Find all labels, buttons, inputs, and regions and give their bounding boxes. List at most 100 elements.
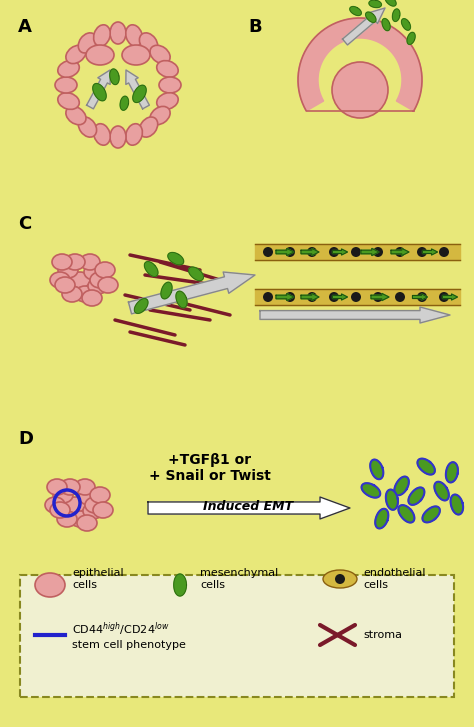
Circle shape xyxy=(417,292,427,302)
Ellipse shape xyxy=(139,117,158,137)
Circle shape xyxy=(395,247,405,257)
Polygon shape xyxy=(110,69,119,84)
Text: epithelial
cells: epithelial cells xyxy=(72,569,124,590)
Polygon shape xyxy=(276,294,294,300)
Polygon shape xyxy=(391,249,409,256)
Polygon shape xyxy=(382,19,390,31)
Polygon shape xyxy=(385,0,396,6)
Text: Induced EMT: Induced EMT xyxy=(203,500,293,513)
Text: CD44$^{high}$/CD24$^{low}$
stem cell phenotype: CD44$^{high}$/CD24$^{low}$ stem cell phe… xyxy=(72,620,186,650)
Ellipse shape xyxy=(83,503,103,519)
Polygon shape xyxy=(386,489,398,510)
Polygon shape xyxy=(375,509,388,529)
Circle shape xyxy=(263,247,273,257)
Polygon shape xyxy=(343,8,385,45)
Ellipse shape xyxy=(157,93,178,109)
Circle shape xyxy=(285,247,295,257)
Ellipse shape xyxy=(62,286,82,302)
Ellipse shape xyxy=(50,502,70,518)
Circle shape xyxy=(373,292,383,302)
Ellipse shape xyxy=(95,262,115,278)
Circle shape xyxy=(373,247,383,257)
Polygon shape xyxy=(399,505,414,523)
Polygon shape xyxy=(161,282,172,299)
Ellipse shape xyxy=(70,511,90,527)
Ellipse shape xyxy=(80,254,100,270)
Ellipse shape xyxy=(126,25,142,47)
Ellipse shape xyxy=(35,573,65,597)
Circle shape xyxy=(351,247,361,257)
Polygon shape xyxy=(409,487,424,505)
Ellipse shape xyxy=(58,60,79,77)
Ellipse shape xyxy=(60,479,80,495)
Ellipse shape xyxy=(139,33,158,53)
Ellipse shape xyxy=(75,479,95,495)
FancyBboxPatch shape xyxy=(20,575,454,697)
Ellipse shape xyxy=(57,511,77,527)
Polygon shape xyxy=(451,494,463,515)
Circle shape xyxy=(439,247,449,257)
Text: mesenchymal
cells: mesenchymal cells xyxy=(200,569,278,590)
Circle shape xyxy=(307,247,317,257)
Polygon shape xyxy=(298,18,422,111)
Polygon shape xyxy=(394,477,409,495)
Polygon shape xyxy=(422,507,440,523)
Text: endothelial
cells: endothelial cells xyxy=(363,569,426,590)
Polygon shape xyxy=(362,483,380,498)
Polygon shape xyxy=(120,96,128,111)
Ellipse shape xyxy=(65,497,85,513)
Polygon shape xyxy=(135,299,148,313)
Text: stroma: stroma xyxy=(363,630,402,640)
Text: A: A xyxy=(18,18,32,36)
Ellipse shape xyxy=(93,25,110,47)
Circle shape xyxy=(285,292,295,302)
Polygon shape xyxy=(176,292,187,308)
Circle shape xyxy=(329,247,339,257)
Ellipse shape xyxy=(77,515,97,531)
Polygon shape xyxy=(260,307,450,323)
Ellipse shape xyxy=(93,124,110,145)
Ellipse shape xyxy=(88,278,108,294)
Ellipse shape xyxy=(65,254,85,270)
Polygon shape xyxy=(276,249,294,256)
Polygon shape xyxy=(412,294,428,300)
Polygon shape xyxy=(422,249,438,255)
Ellipse shape xyxy=(110,22,126,44)
Ellipse shape xyxy=(79,489,99,505)
Ellipse shape xyxy=(55,77,77,93)
Polygon shape xyxy=(174,574,186,596)
Polygon shape xyxy=(401,19,410,31)
Ellipse shape xyxy=(50,272,70,288)
Ellipse shape xyxy=(47,479,67,495)
Circle shape xyxy=(263,292,273,302)
Ellipse shape xyxy=(45,497,65,513)
Polygon shape xyxy=(332,294,347,300)
Ellipse shape xyxy=(98,277,118,293)
Text: +TGFβ1 or
+ Snail or Twist: +TGFβ1 or + Snail or Twist xyxy=(149,453,271,483)
Ellipse shape xyxy=(58,262,78,278)
Polygon shape xyxy=(301,249,319,256)
Polygon shape xyxy=(128,272,255,314)
Polygon shape xyxy=(371,294,389,300)
Polygon shape xyxy=(361,249,379,256)
Ellipse shape xyxy=(150,106,170,125)
Ellipse shape xyxy=(126,124,142,145)
Ellipse shape xyxy=(55,277,75,293)
Ellipse shape xyxy=(93,502,113,518)
Text: C: C xyxy=(18,215,31,233)
Polygon shape xyxy=(189,267,203,281)
Ellipse shape xyxy=(53,487,73,503)
Ellipse shape xyxy=(52,254,72,270)
Polygon shape xyxy=(133,85,146,103)
Polygon shape xyxy=(407,32,415,44)
Polygon shape xyxy=(446,462,458,483)
Ellipse shape xyxy=(78,117,97,137)
Polygon shape xyxy=(148,497,350,519)
Circle shape xyxy=(307,292,317,302)
Polygon shape xyxy=(369,0,382,7)
Polygon shape xyxy=(434,482,449,500)
Polygon shape xyxy=(168,252,183,265)
Circle shape xyxy=(351,292,361,302)
Circle shape xyxy=(439,292,449,302)
Circle shape xyxy=(335,574,345,584)
